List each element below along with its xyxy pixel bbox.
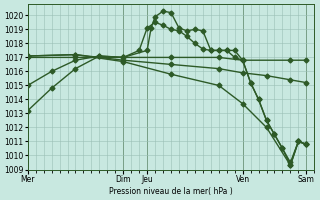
X-axis label: Pression niveau de la mer( hPa ): Pression niveau de la mer( hPa ) [109,187,233,196]
